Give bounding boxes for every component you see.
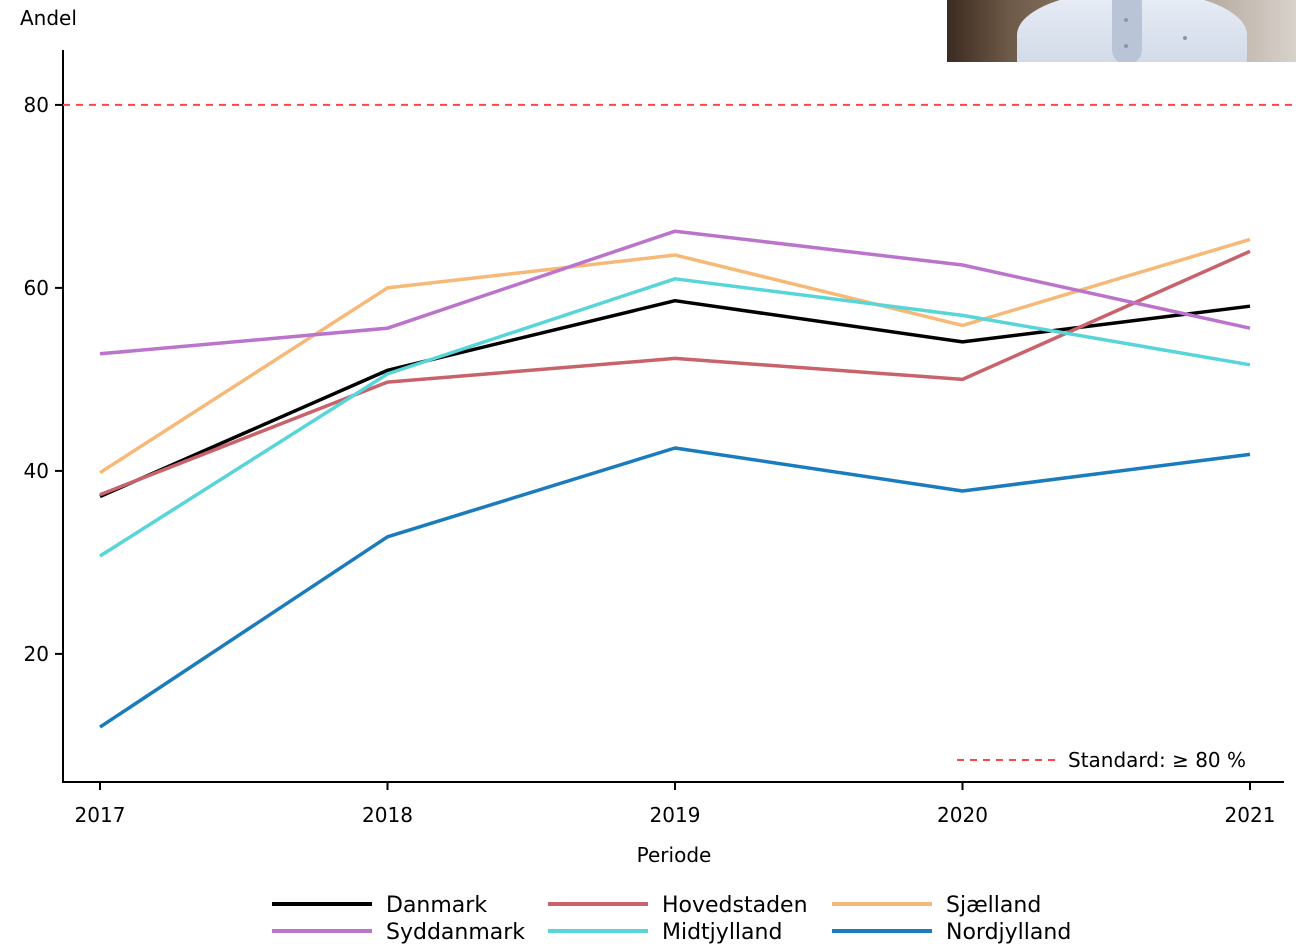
legend-label: Syddanmark: [386, 920, 525, 944]
x-tick-label: 2020: [937, 803, 988, 827]
legend-label: Nordjylland: [946, 920, 1071, 944]
y-tick-label: 60: [24, 276, 49, 300]
series-line-nordjylland: [99, 446, 1251, 729]
y-tick-label: 80: [24, 93, 49, 117]
presenter-video-thumbnail: [947, 0, 1296, 62]
series-line-hovedstaden: [99, 249, 1251, 497]
x-tick-label: 2021: [1225, 803, 1276, 827]
x-tick-label: 2019: [650, 803, 701, 827]
shirt-button: [1124, 44, 1128, 48]
series-line-midtjylland: [99, 277, 1251, 558]
series-line-danmark: [99, 298, 1251, 499]
series-line-syddanmark: [99, 229, 1251, 356]
x-axis-label: Periode: [637, 843, 712, 867]
legend-label: Midtjylland: [662, 920, 782, 944]
shirt-button: [1124, 18, 1128, 22]
reference-legend-label: Standard: ≥ 80 %: [1068, 748, 1246, 772]
legend-label: Danmark: [386, 893, 487, 918]
x-tick-label: 2017: [75, 803, 126, 827]
shirt-button: [1183, 36, 1187, 40]
y-axis-label: Andel: [20, 6, 77, 30]
presenter-collar: [1112, 0, 1142, 62]
legend-label: Hovedstaden: [662, 893, 808, 918]
series-line-sjælland: [99, 237, 1251, 475]
legend-label: Sjælland: [946, 893, 1041, 918]
y-tick-label: 20: [24, 642, 49, 666]
x-tick-label: 2018: [362, 803, 413, 827]
y-tick-label: 40: [24, 459, 49, 483]
